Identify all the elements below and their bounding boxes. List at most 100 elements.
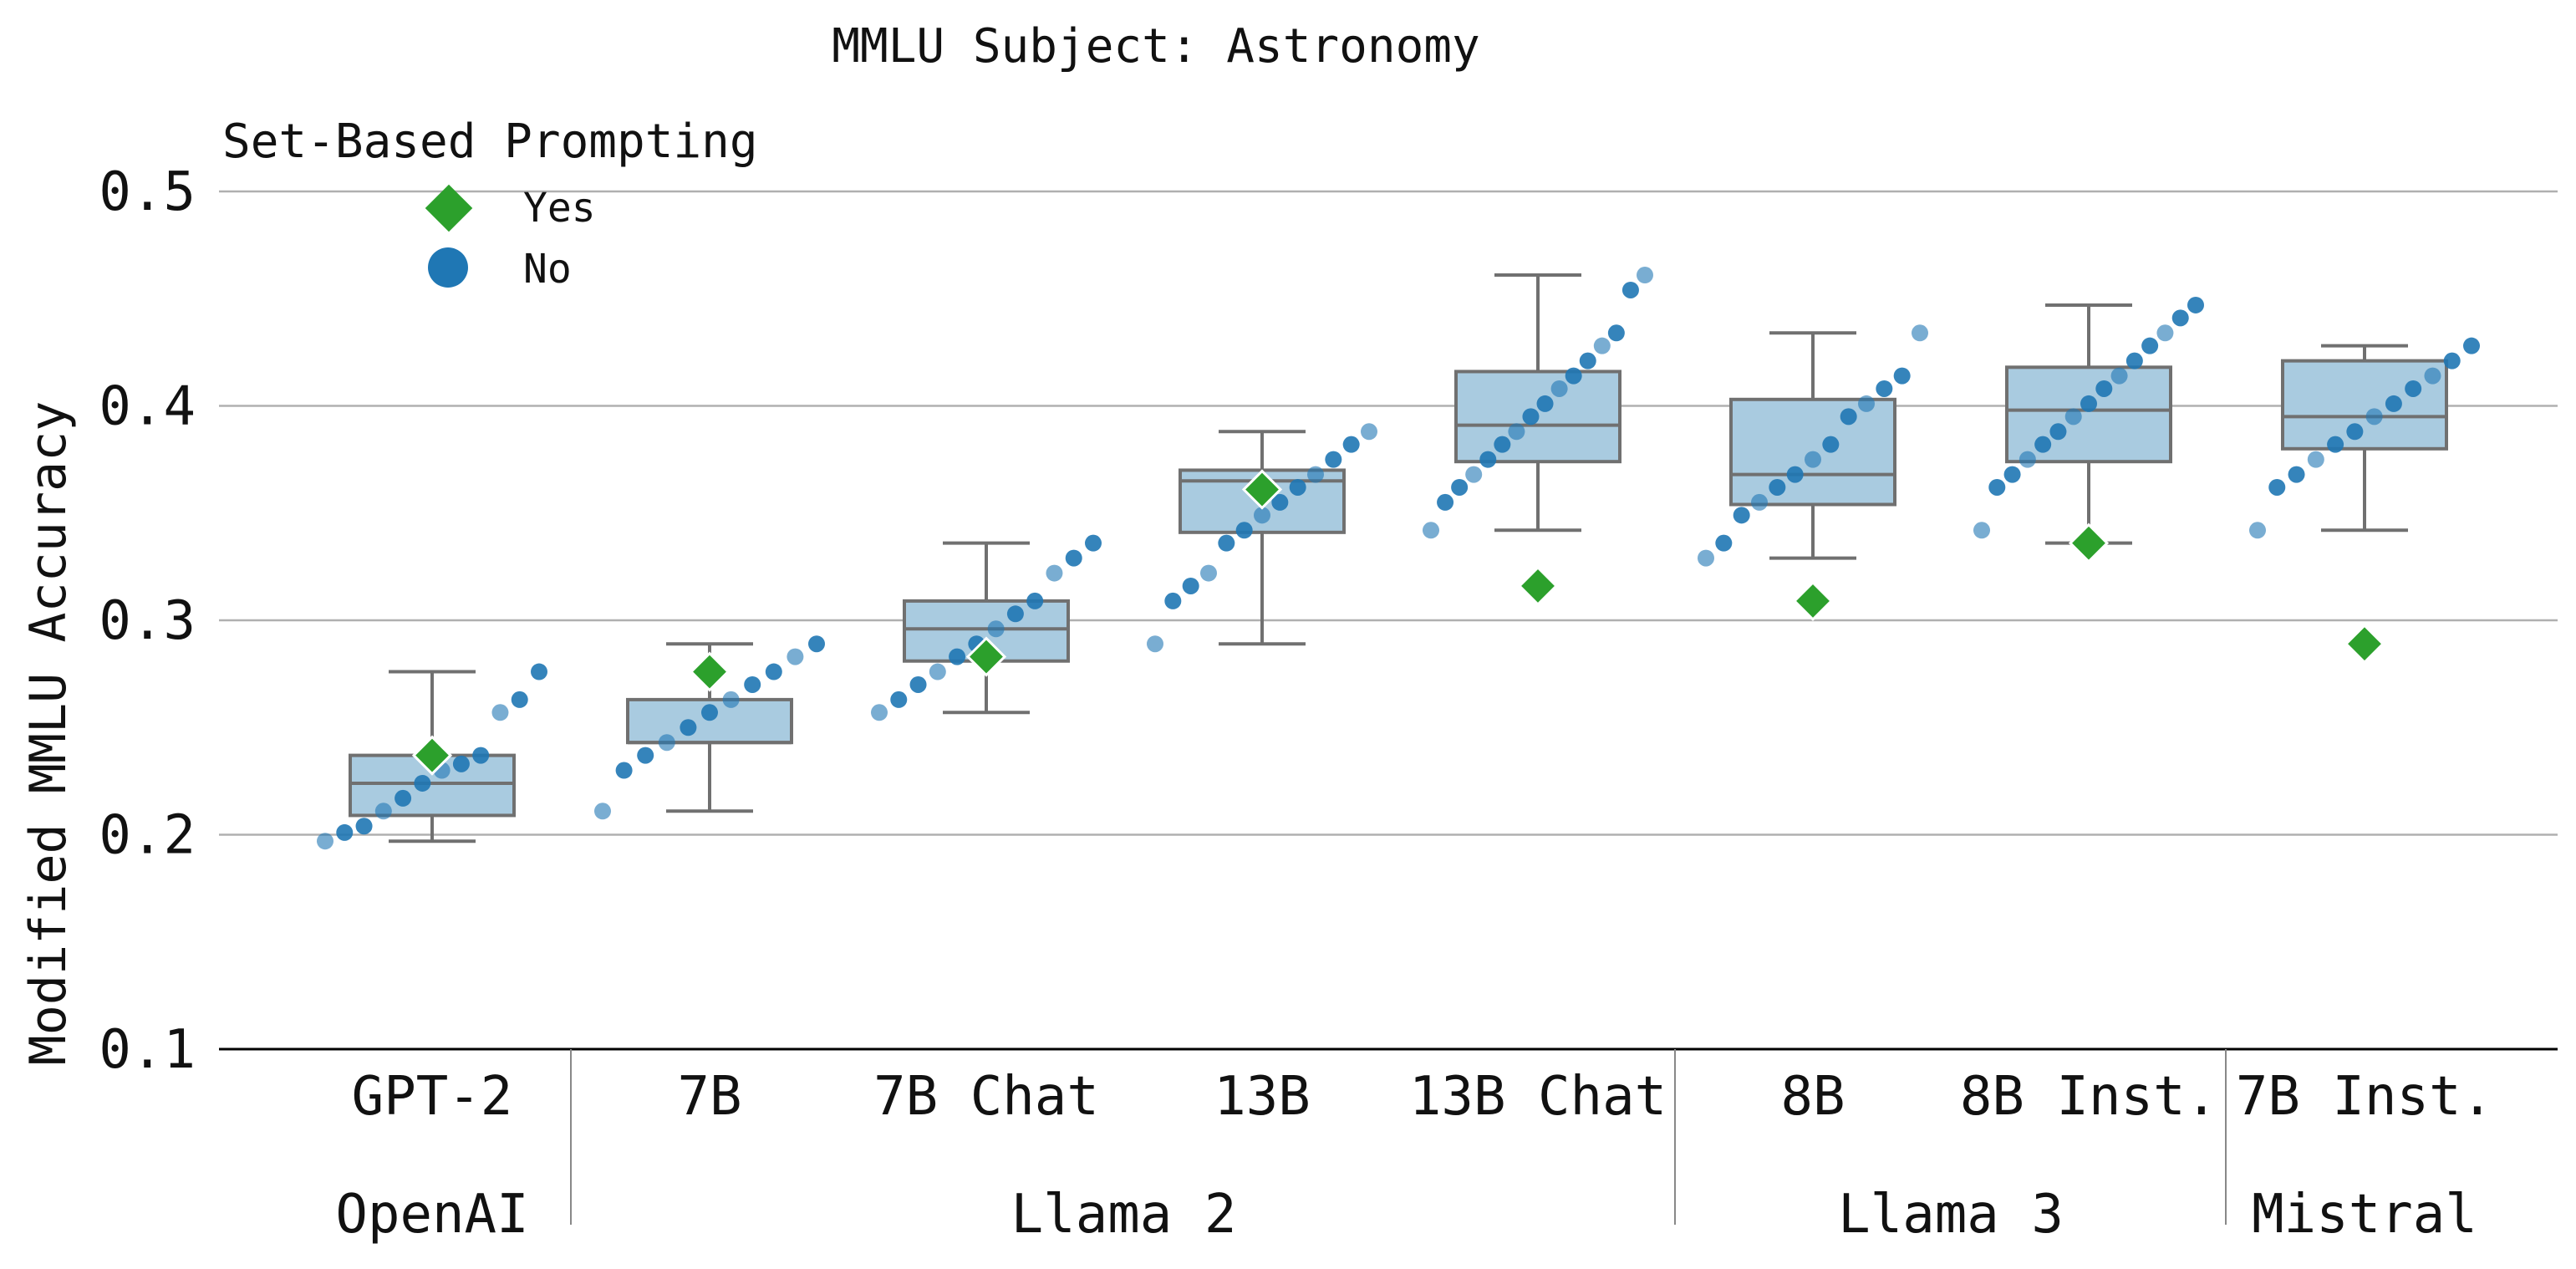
no-point bbox=[808, 635, 825, 653]
no-point bbox=[2249, 522, 2266, 539]
no-point bbox=[615, 762, 633, 779]
no-point bbox=[2346, 423, 2364, 441]
y-axis-label: Modified MMLU Accuracy bbox=[19, 401, 78, 1066]
yes-diamonds bbox=[411, 469, 2385, 776]
no-point bbox=[1637, 267, 1653, 284]
no-point bbox=[1271, 493, 1289, 511]
no-point bbox=[909, 675, 927, 693]
no-point bbox=[2141, 337, 2159, 354]
no-point bbox=[1522, 408, 1540, 426]
legend-yes-label: Yes bbox=[523, 185, 596, 232]
no-point bbox=[1593, 337, 1611, 354]
no-point bbox=[2365, 408, 2383, 426]
x-tick-label: 8B bbox=[1780, 1066, 1845, 1128]
yes-diamond bbox=[411, 735, 453, 776]
no-point bbox=[2327, 436, 2344, 453]
no-point bbox=[1858, 395, 1875, 412]
no-point bbox=[1751, 493, 1768, 511]
no-point bbox=[1769, 478, 1786, 496]
no-point bbox=[374, 803, 392, 820]
no-point bbox=[1006, 605, 1024, 623]
box-7b-chat bbox=[903, 541, 1070, 715]
no-point bbox=[2307, 451, 2324, 468]
no-point bbox=[1912, 324, 1928, 342]
no-point bbox=[1307, 466, 1324, 483]
no-point bbox=[2288, 466, 2305, 483]
no-point bbox=[1289, 478, 1306, 496]
no-point bbox=[1437, 493, 1454, 511]
no-point bbox=[1479, 451, 1497, 468]
no-point bbox=[2003, 466, 2021, 483]
no-point bbox=[1536, 395, 1554, 412]
no-point bbox=[355, 818, 373, 835]
y-tick-label: 0.4 bbox=[99, 376, 196, 438]
group-label: Mistral bbox=[2252, 1184, 2477, 1246]
no-point bbox=[1046, 564, 1063, 582]
no-point bbox=[871, 704, 888, 721]
x-tick-label: 7B bbox=[677, 1066, 741, 1128]
no-point bbox=[1423, 522, 1439, 539]
no-point bbox=[2156, 324, 2174, 342]
no-point bbox=[1085, 534, 1102, 552]
no-point bbox=[491, 704, 509, 721]
no-point bbox=[1508, 423, 1525, 441]
no-point bbox=[531, 663, 547, 680]
no-point bbox=[1342, 436, 1360, 453]
x-tick-label: 13B Chat bbox=[1409, 1066, 1667, 1128]
no-point bbox=[1988, 478, 2006, 496]
no-point bbox=[787, 648, 804, 665]
no-point bbox=[744, 675, 761, 693]
no-point bbox=[1893, 367, 1911, 385]
group-label: OpenAI bbox=[335, 1184, 528, 1246]
no-point bbox=[1973, 522, 1990, 539]
no-point bbox=[511, 691, 528, 708]
no-point bbox=[1715, 534, 1733, 552]
legend-title: Set-Based Prompting bbox=[222, 115, 758, 169]
box-iqr bbox=[2005, 365, 2172, 464]
yes-diamond bbox=[1792, 580, 1834, 622]
no-point bbox=[2019, 451, 2036, 468]
no-point bbox=[2034, 436, 2052, 453]
no-point bbox=[395, 789, 412, 807]
no-point bbox=[637, 747, 654, 764]
x-tick-label: 7B Inst. bbox=[2236, 1066, 2493, 1128]
yes-diamond bbox=[1241, 469, 1283, 510]
no-point bbox=[1361, 423, 1377, 441]
no-point bbox=[472, 747, 490, 764]
no-point bbox=[1182, 577, 1199, 594]
no-point bbox=[2424, 367, 2441, 385]
no-point bbox=[1550, 380, 1568, 397]
no-point bbox=[2463, 337, 2480, 354]
no-point bbox=[658, 734, 675, 752]
yes-diamond bbox=[2344, 624, 2385, 665]
y-tick-label: 0.5 bbox=[99, 161, 196, 223]
yes-diamond bbox=[965, 636, 1007, 677]
no-point bbox=[317, 833, 333, 850]
no-point bbox=[1200, 564, 1217, 582]
no-point bbox=[1876, 380, 1893, 397]
no-point bbox=[2064, 408, 2082, 426]
yes-diamond bbox=[2068, 522, 2110, 563]
x-tick-label: 7B Chat bbox=[873, 1066, 1099, 1128]
legend: Set-Based Prompting Yes No bbox=[222, 115, 758, 293]
no-point bbox=[2080, 395, 2097, 412]
no-point bbox=[1579, 352, 1596, 369]
no-point bbox=[1786, 466, 1804, 483]
no-point bbox=[2171, 309, 2189, 327]
no-point bbox=[1065, 549, 1082, 567]
no-point bbox=[2110, 367, 2128, 385]
box-7b-inst- bbox=[2281, 344, 2448, 533]
no-point bbox=[1218, 534, 1235, 552]
no-point bbox=[1840, 408, 1857, 426]
no-point bbox=[1822, 436, 1840, 453]
box-iqr bbox=[2281, 359, 2448, 451]
no-point bbox=[701, 704, 718, 721]
y-tick-label: 0.1 bbox=[99, 1019, 196, 1081]
no-point bbox=[1325, 451, 1342, 468]
no-point bbox=[765, 663, 782, 680]
no-point bbox=[2405, 380, 2422, 397]
no-point bbox=[1465, 466, 1483, 483]
chart-title: MMLU Subject: Astronomy bbox=[832, 19, 1479, 74]
no-point bbox=[722, 691, 740, 708]
